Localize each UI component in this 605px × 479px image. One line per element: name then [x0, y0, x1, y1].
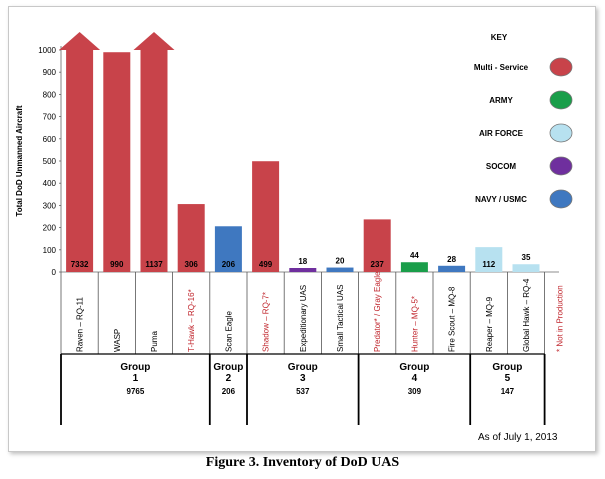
bar — [512, 264, 540, 272]
group-total: 309 — [408, 387, 422, 396]
bar — [326, 267, 354, 272]
category-label: Puma — [150, 331, 159, 352]
legend-swatch — [549, 123, 573, 143]
group-total: 147 — [501, 387, 515, 396]
category-label: Predator* / Gray Eagle — [373, 271, 382, 352]
legend-title: KEY — [491, 33, 508, 42]
bar — [400, 262, 428, 272]
data-label: 35 — [522, 253, 531, 262]
category-label: Hunter – MQ-5* — [410, 296, 419, 352]
data-label: 20 — [336, 257, 345, 266]
group-name: Group — [288, 362, 318, 373]
category-label: Scan Eagle — [224, 311, 233, 352]
group-number: 3 — [300, 373, 306, 384]
group-name: Group — [399, 362, 429, 373]
y-tick-label: 600 — [43, 135, 57, 144]
footnote: * Not in Production — [556, 285, 565, 352]
bar — [103, 52, 131, 272]
category-label: Fire Scout – MQ-8 — [448, 286, 457, 352]
data-label: 499 — [259, 260, 273, 269]
data-label: 237 — [371, 260, 385, 269]
category-label: Global Hawk – RQ-4 — [522, 278, 531, 352]
y-tick-label: 500 — [43, 157, 57, 166]
chart: Total DoD Unmanned Aircraft 0 100 200 300 400… — [15, 32, 573, 425]
group-total: 537 — [296, 387, 310, 396]
as-of-date: As of July 1, 2013 — [478, 432, 558, 443]
legend-label: NAVY / USMC — [475, 195, 527, 204]
category-label: T-Hawk – RQ-16* — [187, 289, 196, 352]
data-label: 7332 — [71, 260, 89, 269]
bar — [363, 219, 391, 272]
bar — [475, 247, 503, 272]
legend: KEY Multi - Service ARMY AIR FORCE SOCOM NAVY… — [474, 33, 573, 209]
legend-swatch — [549, 189, 573, 209]
bar — [438, 265, 466, 272]
overflow-arrow-icon — [59, 32, 101, 50]
bar — [214, 226, 242, 272]
data-label: 18 — [298, 257, 307, 266]
data-label: 206 — [222, 260, 236, 269]
category-label: Small Tactical UAS — [336, 285, 345, 352]
bar — [177, 204, 205, 272]
y-tick-label: 700 — [43, 113, 57, 122]
group-name: Group — [213, 362, 243, 373]
category-label: Raven – RQ-11 — [76, 296, 85, 352]
figure-caption: Figure 3. Inventory of DoD UAS — [205, 455, 400, 470]
group-table: Group19765Group2206Group3537Group4309Gro… — [60, 272, 546, 425]
group-number: 5 — [505, 373, 511, 384]
data-label: 990 — [110, 260, 124, 269]
y-axis: Total DoD Unmanned Aircraft 0 100 200 300 400… — [15, 46, 559, 277]
data-label: 44 — [410, 251, 419, 260]
y-tick-label: 1000 — [38, 46, 56, 55]
legend-label: ARMY — [489, 96, 513, 105]
legend-label: Multi - Service — [474, 63, 529, 72]
legend-swatch — [549, 90, 573, 110]
legend-label: SOCOM — [486, 162, 517, 171]
y-tick-label: 800 — [43, 90, 57, 99]
legend-swatch — [549, 57, 573, 77]
data-label: 306 — [185, 260, 199, 269]
figure-frame: Total DoD Unmanned Aircraft 0 100 200 300 400… — [8, 6, 596, 452]
group-total: 206 — [222, 387, 236, 396]
bar — [289, 268, 317, 272]
group-total: 9765 — [127, 387, 145, 396]
category-labels: 7332 Raven – RQ-11 990 WASP 1137 Puma 306 T-Haw… — [71, 251, 565, 352]
data-label: 28 — [447, 255, 456, 264]
y-tick-label: 0 — [52, 268, 57, 277]
group-number: 4 — [412, 373, 418, 384]
data-label: 112 — [482, 260, 495, 269]
group-number: 2 — [226, 373, 232, 384]
category-label: WASP — [113, 329, 122, 352]
bar — [66, 50, 94, 272]
y-tick-label: 200 — [43, 224, 57, 233]
y-tick-label: 300 — [43, 201, 57, 210]
group-name: Group — [120, 362, 150, 373]
y-tick-label: 400 — [43, 179, 57, 188]
data-label: 1137 — [145, 260, 163, 269]
group-name: Group — [492, 362, 522, 373]
bar — [140, 50, 168, 272]
group-number: 1 — [133, 373, 139, 384]
overflow-arrow-icon — [133, 32, 175, 50]
bars — [59, 32, 540, 272]
y-axis-title: Total DoD Unmanned Aircraft — [15, 105, 24, 216]
category-label: Expeditionary UAS — [299, 285, 308, 352]
bar — [252, 161, 280, 272]
category-label: Reaper – MQ-9 — [485, 296, 494, 352]
legend-swatch — [549, 156, 573, 176]
y-tick-label: 100 — [43, 246, 57, 255]
category-label: Shadow – RQ-7* — [262, 292, 271, 352]
legend-label: AIR FORCE — [479, 129, 524, 138]
y-tick-label: 900 — [43, 68, 57, 77]
